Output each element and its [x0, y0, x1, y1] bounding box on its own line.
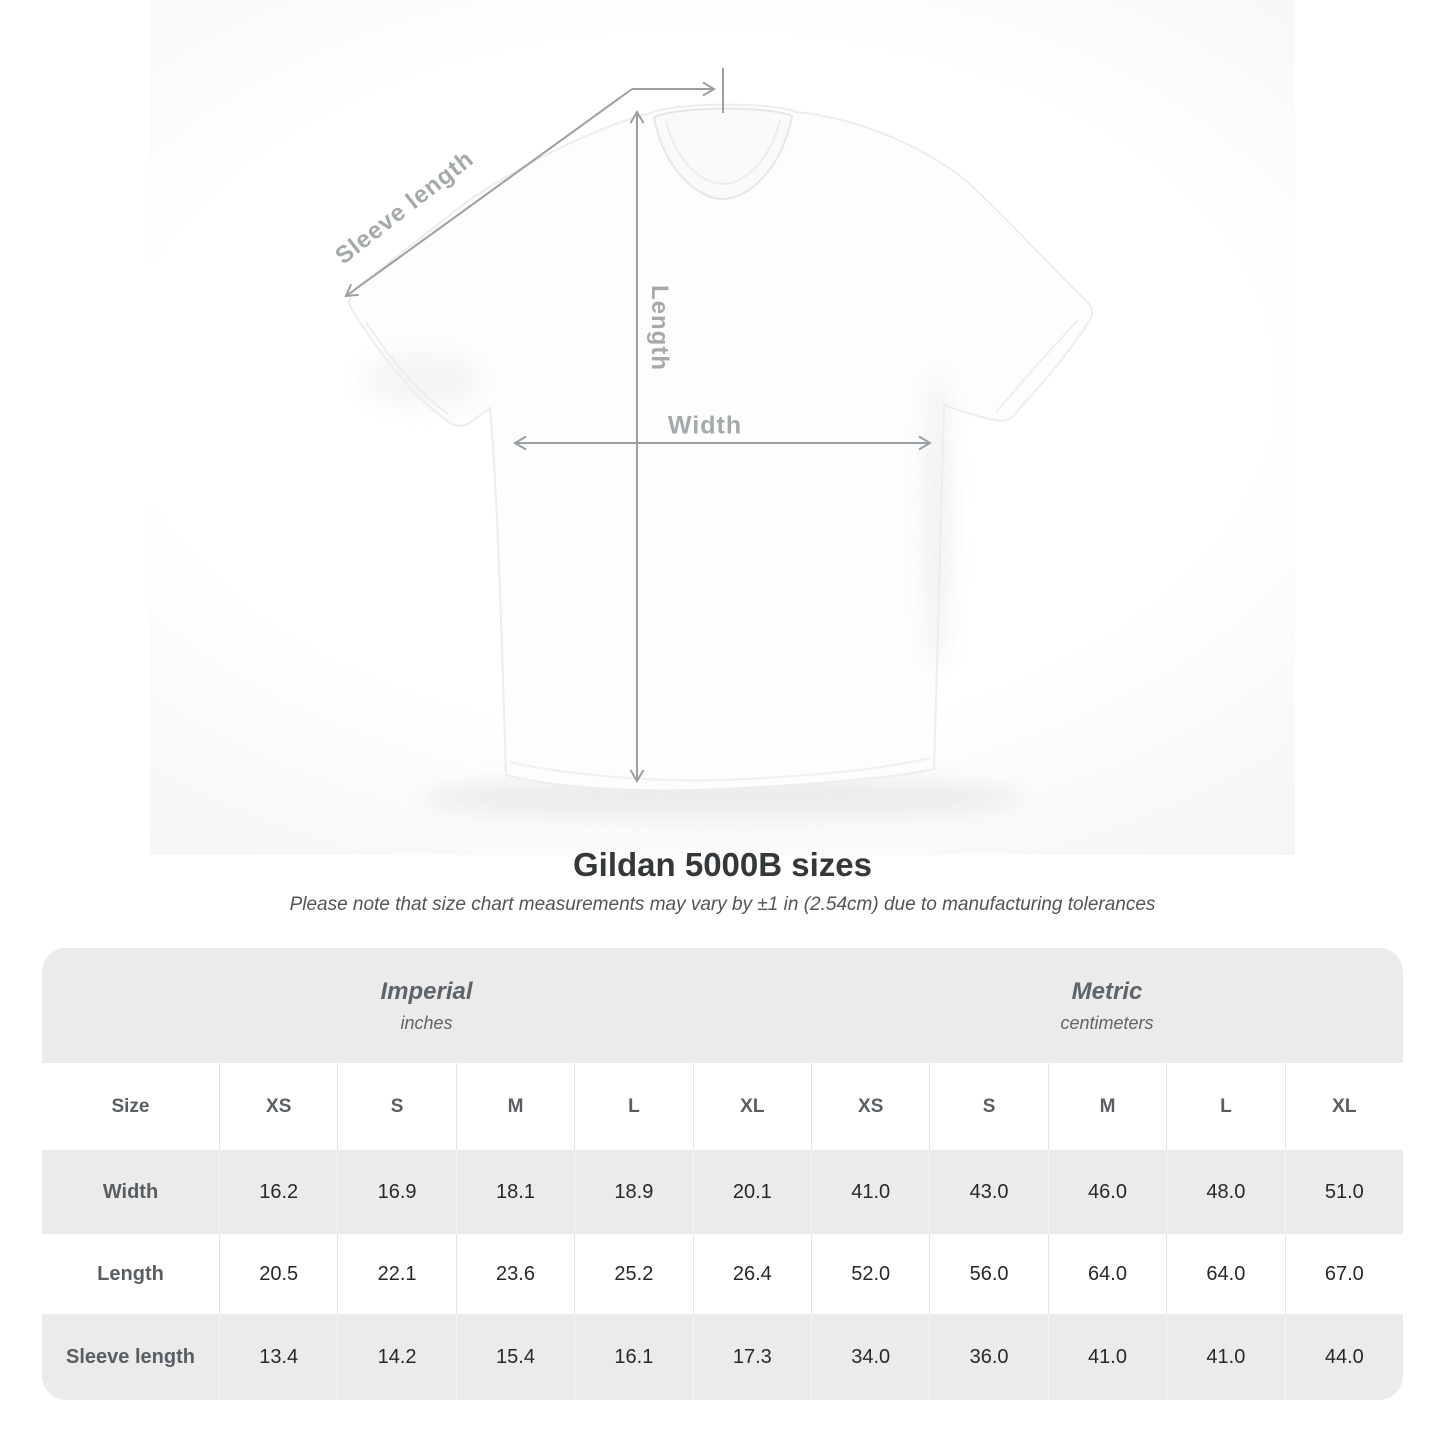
size-header-cell: S [337, 1063, 455, 1150]
length-row: Length 20.5 22.1 23.6 25.2 26.4 52.0 56.… [42, 1234, 1403, 1314]
value-cell: 56.0 [929, 1234, 1047, 1314]
shirt-shadow [422, 776, 1022, 820]
row-header: Length [97, 1262, 164, 1285]
value-cell: 41.0 [1166, 1314, 1284, 1400]
tshirt-diagram [344, 68, 1094, 820]
size-header-cell: S [929, 1063, 1047, 1150]
sleeve-length-row: Sleeve length 13.4 14.2 15.4 16.1 17.3 3… [42, 1314, 1403, 1400]
value-cell: 14.2 [337, 1314, 455, 1400]
collar [652, 107, 794, 201]
value-cell: 13.4 [219, 1314, 337, 1400]
size-header-row: Size XS S M L XL XS S M L XL [42, 1063, 1403, 1150]
value-cell: 16.9 [337, 1150, 455, 1234]
value-cell: 34.0 [811, 1314, 929, 1400]
unit-group-metric: Metric centimeters [811, 948, 1403, 1063]
value-cell: 20.1 [692, 1150, 811, 1234]
metric-unit: centimeters [1060, 1012, 1154, 1033]
size-header-cell: XS [219, 1063, 337, 1150]
tshirt-graphic [348, 103, 1094, 792]
imperial-unit: inches [400, 1012, 453, 1033]
value-cell: 20.5 [219, 1234, 337, 1314]
imperial-header: Imperial [380, 977, 473, 1005]
value-cell: 44.0 [1284, 1314, 1403, 1400]
value-cell: 18.1 [455, 1150, 574, 1234]
value-cell: 64.0 [1166, 1234, 1284, 1314]
size-header-cell: M [1047, 1063, 1166, 1150]
size-col-header: Size [111, 1095, 150, 1117]
value-cell: 36.0 [929, 1314, 1047, 1400]
value-cell: 64.0 [1047, 1234, 1166, 1314]
row-header: Sleeve length [66, 1345, 195, 1368]
value-cell: 43.0 [929, 1150, 1047, 1234]
value-cell: 25.2 [574, 1234, 692, 1314]
value-cell: 51.0 [1284, 1150, 1403, 1234]
size-header-cell: L [1166, 1063, 1284, 1150]
value-cell: 48.0 [1166, 1150, 1284, 1234]
length-label: Length [646, 285, 673, 371]
sleeve-length-arrow [344, 88, 633, 298]
value-cell: 52.0 [811, 1234, 929, 1314]
width-row: Width 16.2 16.9 18.1 18.9 20.1 41.0 43.0… [42, 1150, 1403, 1234]
tolerance-note: Please note that size chart measurements… [289, 894, 1156, 915]
metric-header: Metric [1071, 977, 1143, 1005]
unit-header-row: Imperial inches Metric centimeters [42, 948, 1403, 1063]
unit-group-imperial: Imperial inches [42, 948, 811, 1063]
value-cell: 23.6 [455, 1234, 574, 1314]
value-cell: 67.0 [1284, 1234, 1403, 1314]
row-header: Width [102, 1180, 159, 1203]
value-cell: 16.1 [574, 1314, 692, 1400]
value-cell: 17.3 [692, 1314, 811, 1400]
value-cell: 26.4 [692, 1234, 811, 1314]
width-label: Width [667, 411, 743, 440]
value-cell: 41.0 [811, 1150, 929, 1234]
size-header-cell: M [455, 1063, 574, 1150]
page-title: Gildan 5000B sizes [573, 846, 872, 883]
size-header-cell: L [574, 1063, 692, 1150]
value-cell: 22.1 [337, 1234, 455, 1314]
size-table: Imperial inches Metric centimeters Size … [42, 948, 1403, 1400]
size-header-cell: XL [1284, 1063, 1403, 1150]
value-cell: 18.9 [574, 1150, 692, 1234]
value-cell: 16.2 [219, 1150, 337, 1234]
value-cell: 15.4 [455, 1314, 574, 1400]
value-cell: 46.0 [1047, 1150, 1166, 1234]
size-header-cell: XL [692, 1063, 811, 1150]
size-header-cell: XS [811, 1063, 929, 1150]
value-cell: 41.0 [1047, 1314, 1166, 1400]
